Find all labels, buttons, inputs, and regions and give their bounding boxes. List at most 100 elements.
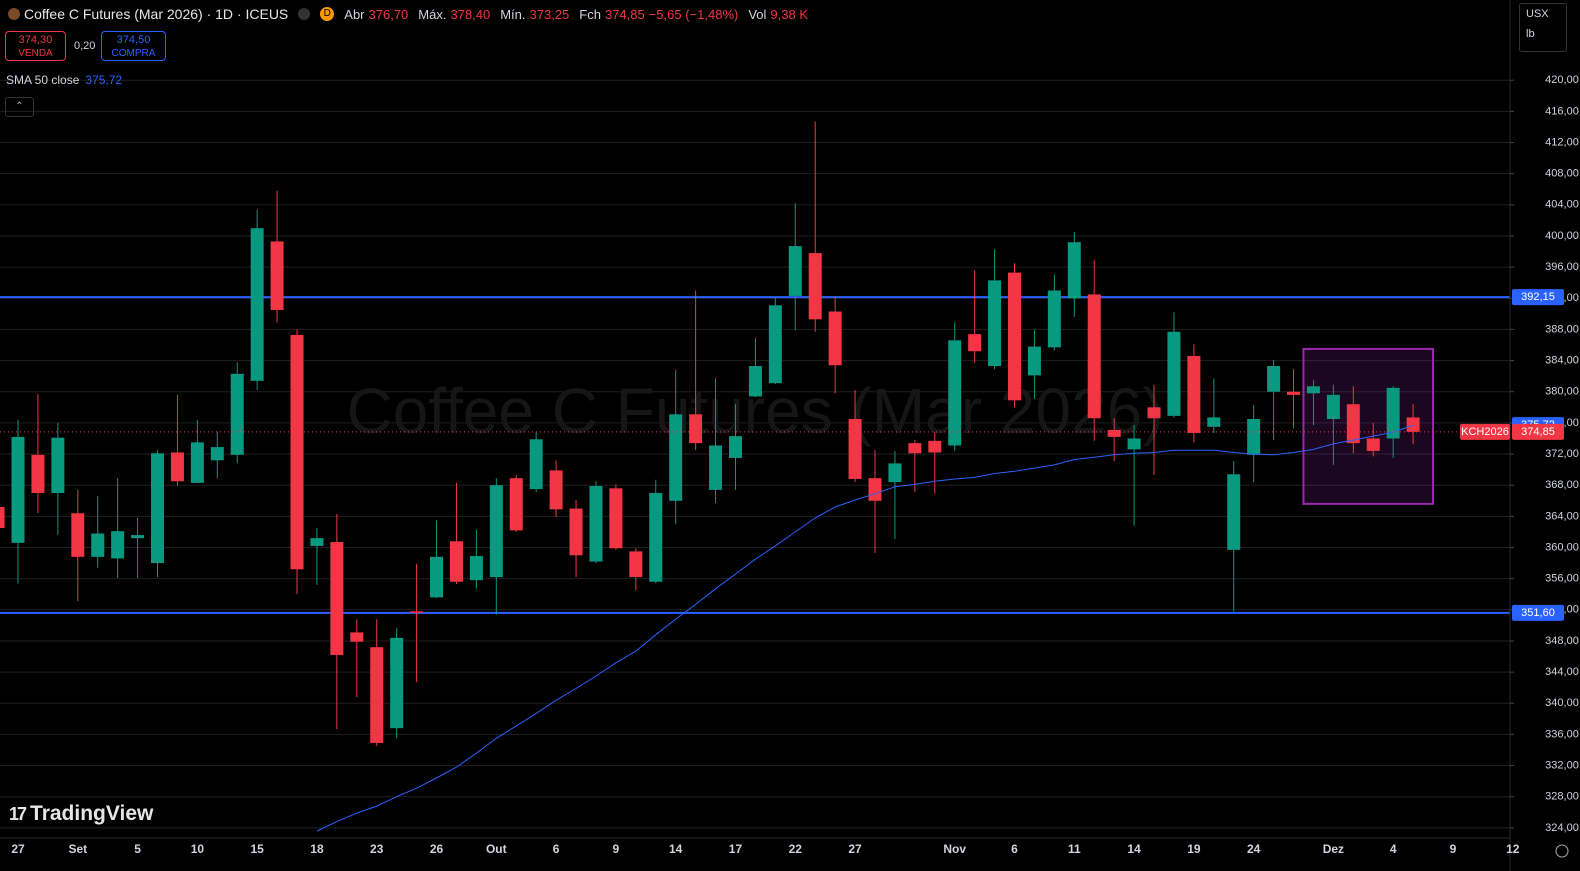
candle-body bbox=[1346, 404, 1360, 444]
x-tick-label: 22 bbox=[789, 842, 803, 856]
candle-body bbox=[1147, 407, 1161, 419]
candle-body bbox=[449, 541, 463, 582]
x-tick-label: 6 bbox=[1011, 842, 1018, 856]
candle-body bbox=[988, 280, 1002, 367]
high-value: 378,40 bbox=[450, 6, 491, 22]
y-tick-label: 380,00 bbox=[1545, 386, 1579, 398]
x-tick-label: 14 bbox=[1127, 842, 1141, 856]
y-tick-label: 408,00 bbox=[1545, 168, 1579, 180]
candle-body bbox=[131, 535, 145, 539]
candle-body bbox=[649, 492, 663, 582]
candle-body bbox=[1287, 391, 1301, 395]
low-label: Mín. bbox=[500, 6, 526, 22]
candle-body bbox=[71, 513, 85, 557]
candle-body bbox=[589, 485, 603, 562]
y-tick-label: 388,00 bbox=[1545, 323, 1579, 335]
plot-area bbox=[0, 121, 1510, 832]
last-price-label: 374,85 bbox=[1521, 426, 1555, 438]
x-tick-label: 26 bbox=[430, 842, 444, 856]
candle-body bbox=[1008, 272, 1021, 401]
x-tick-label: 19 bbox=[1187, 842, 1201, 856]
y-tick-label: 332,00 bbox=[1545, 759, 1579, 771]
x-tick-label: 4 bbox=[1390, 842, 1397, 856]
sell-label: VENDA bbox=[18, 48, 53, 59]
symbol-icon bbox=[8, 8, 20, 20]
status-dot bbox=[298, 8, 311, 20]
unit-selector[interactable]: USX lb bbox=[1519, 3, 1567, 52]
x-tick-label: Set bbox=[68, 842, 87, 856]
logo-text: TradingView bbox=[30, 802, 154, 825]
candle-body bbox=[728, 436, 742, 458]
y-tick-label: 336,00 bbox=[1545, 728, 1579, 740]
collapse-button[interactable]: ⌃ bbox=[5, 97, 34, 117]
candle-body bbox=[1207, 417, 1221, 427]
y-tick-label: 372,00 bbox=[1545, 448, 1579, 460]
y-tick-label: 384,00 bbox=[1545, 354, 1579, 366]
sell-button[interactable]: 374,30 VENDA bbox=[5, 31, 66, 61]
axes: 324,00 328,00 332,00 336,00 340,00 344,00 348,… bbox=[11, 74, 1579, 856]
candle-body bbox=[330, 542, 344, 655]
sell-price: 374,30 bbox=[18, 34, 53, 46]
x-tick-label: 23 bbox=[370, 842, 384, 856]
volume-label: Vol bbox=[748, 6, 767, 22]
candle-body bbox=[11, 436, 25, 543]
volume-value: 9,38 K bbox=[770, 6, 809, 22]
candle-body bbox=[689, 414, 703, 444]
symbol-title[interactable]: Coffee C Futures (Mar 2026) · 1D · ICEUS bbox=[24, 6, 289, 22]
close-label: Fch bbox=[579, 6, 601, 22]
candle-body bbox=[170, 452, 184, 482]
y-tick-label: 356,00 bbox=[1545, 573, 1579, 585]
x-tick-label: 15 bbox=[250, 842, 264, 856]
buy-price: 374,50 bbox=[116, 34, 151, 46]
candle-body bbox=[808, 253, 822, 320]
candle-body bbox=[111, 531, 125, 559]
candle-body bbox=[1267, 366, 1281, 392]
candle-body bbox=[928, 440, 942, 453]
sma-line bbox=[316, 424, 1414, 832]
price-tag-label: 351,60 bbox=[1521, 607, 1555, 619]
candle-body bbox=[1087, 294, 1101, 419]
x-tick-label: 9 bbox=[1450, 842, 1457, 856]
x-tick-label: 11 bbox=[1068, 842, 1081, 856]
symbol-tag bbox=[1460, 423, 1510, 440]
candle-body bbox=[748, 366, 762, 397]
candle-body bbox=[1127, 438, 1141, 450]
candle-body bbox=[968, 334, 982, 352]
buy-button[interactable]: 374,50 COMPRA bbox=[101, 31, 166, 61]
x-tick-label: 10 bbox=[191, 842, 205, 856]
candle-body bbox=[848, 419, 862, 479]
price-tag bbox=[1512, 289, 1564, 306]
candle-body bbox=[151, 453, 165, 564]
currency: USX bbox=[1526, 8, 1549, 20]
candle-body bbox=[908, 443, 922, 454]
x-tick-label: Dez bbox=[1323, 842, 1344, 856]
open-value: 376,70 bbox=[368, 6, 409, 22]
y-tick-label: 328,00 bbox=[1545, 791, 1579, 803]
y-tick-label: 360,00 bbox=[1545, 541, 1579, 553]
candle-body bbox=[1306, 386, 1320, 394]
candle-body bbox=[91, 533, 105, 557]
candle-body bbox=[669, 414, 683, 501]
change-value: −5,65 (−1,48%) bbox=[648, 6, 739, 22]
candle-body bbox=[1406, 417, 1420, 432]
x-tick-label: 27 bbox=[848, 842, 862, 856]
candle-body bbox=[509, 478, 523, 531]
x-tick-label: 5 bbox=[134, 842, 141, 856]
x-tick-label: 14 bbox=[669, 842, 683, 856]
x-tick-label: 9 bbox=[613, 842, 620, 856]
candle-body bbox=[430, 556, 444, 598]
candle-body bbox=[290, 334, 304, 570]
y-tick-label: 340,00 bbox=[1545, 697, 1579, 709]
x-tick-label: Out bbox=[486, 842, 507, 856]
candle-body bbox=[868, 478, 882, 501]
candle-body bbox=[250, 228, 264, 381]
candle-body bbox=[31, 454, 45, 493]
x-tick-label: 12 bbox=[1506, 842, 1520, 856]
candle-body bbox=[390, 637, 404, 729]
settings-icon[interactable] bbox=[1555, 844, 1569, 858]
x-tick-label: 24 bbox=[1247, 842, 1261, 856]
candle-body bbox=[1067, 242, 1081, 299]
